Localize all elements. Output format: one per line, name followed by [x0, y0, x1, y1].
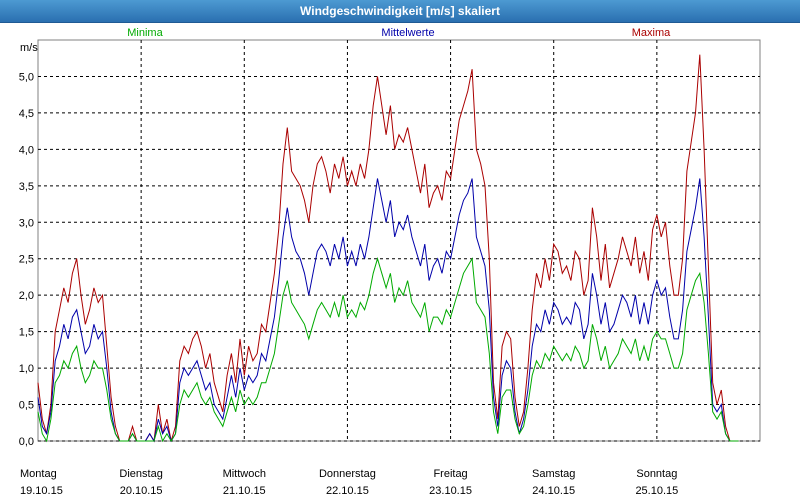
series-lines	[37, 54, 739, 443]
x-tick-labels: Montag 19.10.15 Dienstag 20.10.15 Mittwoch 21…	[20, 468, 678, 497]
y-axis-label: m/s	[20, 42, 38, 54]
x-tick-weekday: Freitag	[433, 468, 467, 480]
y-tick-label: 2,5	[19, 254, 34, 266]
y-tick-label: 3,5	[19, 181, 34, 193]
y-tick-label: 1,5	[19, 327, 34, 339]
x-tick-date: 19.10.15	[20, 485, 63, 497]
x-tick-date: 24.10.15	[532, 485, 575, 497]
x-tick-weekday: Montag	[20, 468, 57, 480]
x-tick-date: 22.10.15	[326, 485, 369, 497]
chart-title: Windgeschwindigkeit [m/s] skaliert	[0, 0, 800, 23]
x-tick-date: 21.10.15	[223, 485, 266, 497]
legend-mittelwerte: Mittelwerte	[381, 27, 434, 39]
y-tick-label: 5,0	[19, 71, 34, 83]
y-tick-label: 0,0	[19, 436, 34, 448]
grid	[37, 39, 761, 442]
y-tick-label: 4,0	[19, 144, 34, 156]
chart-background	[0, 23, 800, 500]
x-tick-weekday: Donnerstag	[319, 468, 376, 480]
x-tick-date: 23.10.15	[429, 485, 472, 497]
y-tick-label: 4,5	[19, 108, 34, 120]
x-tick-weekday: Mittwoch	[223, 468, 266, 480]
legend-minima: Minima	[127, 27, 163, 39]
y-tick-labels: 0,0 0,5 1,0 1,5 2,0 2,5 3,0 3,5 4,0 4,5 5,0	[19, 71, 34, 448]
y-tick-label: 3,0	[19, 217, 34, 229]
x-tick-weekday: Samstag	[532, 468, 575, 480]
x-tick-weekday: Sonntag	[636, 468, 677, 480]
x-tick-date: 20.10.15	[120, 485, 163, 497]
x-tick-weekday: Dienstag	[119, 468, 162, 480]
y-tick-label: 1,0	[19, 363, 34, 375]
wind-speed-chart: m/s 0,0 0,5 1,0 1,5 2,0 2,5 3,0 3,5 4,0 4,5 5,0 Mo…	[0, 23, 800, 500]
legend-maxima: Maxima	[632, 27, 671, 39]
y-tick-label: 0,5	[19, 400, 34, 412]
series-line-minima	[37, 256, 739, 443]
x-tick-date: 25.10.15	[635, 485, 678, 497]
y-tick-label: 2,0	[19, 290, 34, 302]
